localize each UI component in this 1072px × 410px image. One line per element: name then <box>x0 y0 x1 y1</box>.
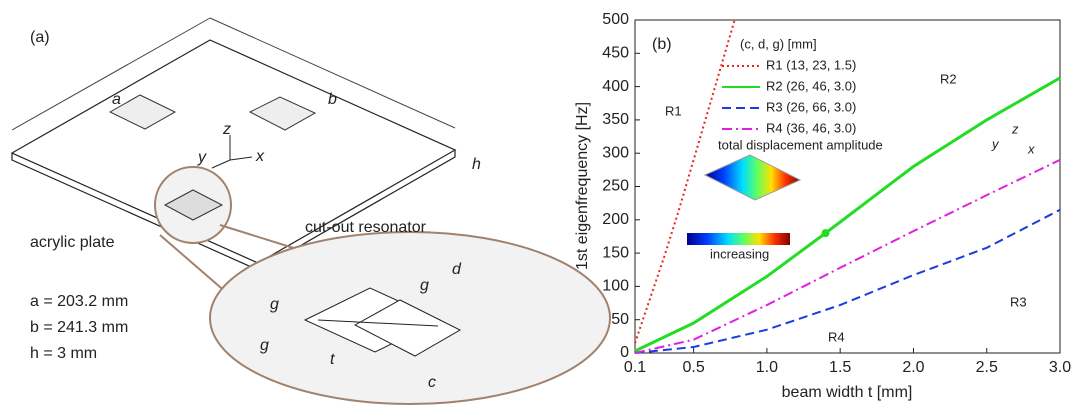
annotation: y <box>991 136 1000 151</box>
dim-label: h <box>472 156 481 173</box>
legend-label: R2 (26, 46, 3.0) <box>766 78 856 93</box>
panel-a: (a) a b h x y z acrylic plate cut-out re… <box>12 18 610 404</box>
x-tick-label: 2.5 <box>976 359 998 376</box>
y-tick-label: 300 <box>602 144 629 161</box>
axis-label: z <box>222 121 231 138</box>
annotation: R3 <box>1010 294 1027 309</box>
y-tick-label: 350 <box>602 111 629 128</box>
annotation: total displacement amplitude <box>718 137 883 152</box>
dim-label: g <box>260 337 269 354</box>
legend-label: R3 (26, 66, 3.0) <box>766 99 856 114</box>
y-axis-title: 1st eigenfrequency [Hz] <box>574 102 591 270</box>
series-line <box>635 160 1060 353</box>
annotation: R1 <box>665 103 682 118</box>
annotation: increasing <box>710 246 769 261</box>
point-marker <box>822 229 830 237</box>
x-axis-title: beam width t [mm] <box>782 384 913 401</box>
legend-label: R1 (13, 23, 1.5) <box>766 57 856 72</box>
dim-label: g <box>270 296 279 313</box>
x-tick-label: 3.0 <box>1049 359 1071 376</box>
series-line <box>635 210 1060 353</box>
dim-label: d <box>452 261 462 278</box>
y-tick-label: 150 <box>602 244 629 261</box>
colorbar <box>687 233 790 245</box>
panel-label: (b) <box>652 36 672 53</box>
annotation: z <box>1011 121 1019 136</box>
dim-label: t <box>330 351 335 368</box>
x-tick-label: 1.5 <box>829 359 851 376</box>
y-tick-label: 200 <box>602 211 629 228</box>
legend-label: R4 (36, 46, 3.0) <box>766 120 856 135</box>
dim-label: c <box>428 374 436 391</box>
y-tick-label: 400 <box>602 78 629 95</box>
legend-title: (c, d, g) [mm] <box>740 36 817 51</box>
x-tick-label: 0.5 <box>682 359 704 376</box>
zoom-title: cut-out resonator <box>305 219 427 236</box>
param: b = 241.3 mm <box>30 319 128 336</box>
axis-label: y <box>197 149 207 166</box>
series-line <box>635 78 1060 351</box>
x-tick-label: 0.1 <box>624 359 646 376</box>
annotation: R2 <box>940 71 957 86</box>
dim-label: g <box>420 277 429 294</box>
dim-label: a <box>112 91 121 108</box>
annotation: x <box>1027 141 1035 156</box>
y-tick-label: 250 <box>602 178 629 195</box>
y-tick-label: 50 <box>611 311 629 328</box>
param: h = 3 mm <box>30 345 97 362</box>
mode-shape <box>705 155 800 200</box>
dim-label: b <box>328 91 337 108</box>
x-tick-label: 2.0 <box>902 359 924 376</box>
annotation: R4 <box>828 329 845 344</box>
y-tick-label: 450 <box>602 45 629 62</box>
axis-label: x <box>255 148 265 165</box>
panel-label: (a) <box>30 29 50 46</box>
figure: (a) a b h x y z acrylic plate cut-out re… <box>0 0 1072 410</box>
param: a = 203.2 mm <box>30 293 128 310</box>
plate-label: acrylic plate <box>30 234 115 251</box>
y-tick-label: 100 <box>602 278 629 295</box>
y-tick-label: 500 <box>602 11 629 28</box>
x-tick-label: 1.0 <box>756 359 778 376</box>
